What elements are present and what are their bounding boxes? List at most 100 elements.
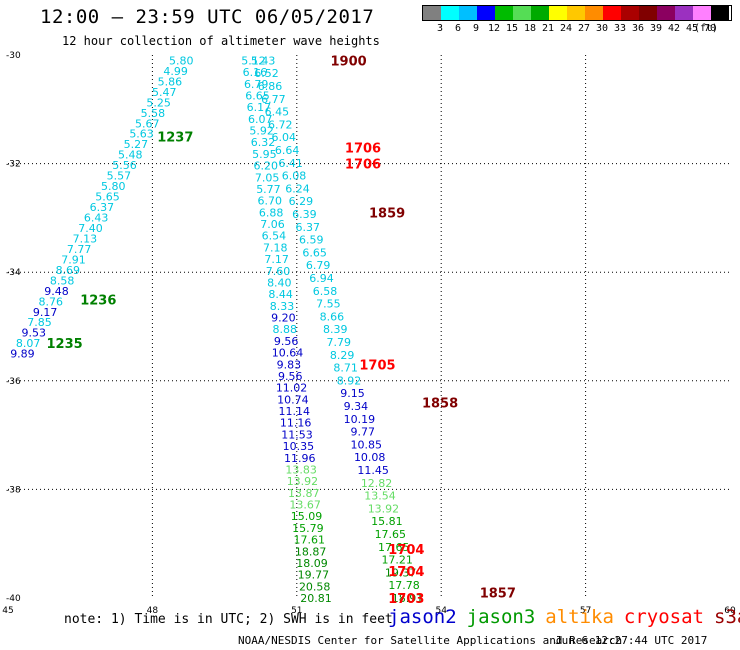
pass-time-label: 1706 (345, 141, 381, 156)
legend-label: 3 (436, 23, 444, 34)
swh-value: 9.17 (33, 306, 58, 319)
swh-value: 5.43 (251, 54, 276, 67)
lat-tick-label: -32 (6, 160, 21, 170)
swh-value: 8.44 (268, 288, 293, 301)
legend-swatch (531, 6, 549, 20)
generated-timestamp: Jun 6 12:27:44 UTC 2017 (555, 634, 708, 647)
swh-value: 9.77 (351, 426, 376, 439)
swh-value: 20.58 (299, 580, 331, 593)
swh-value: 10.08 (354, 451, 386, 464)
pass-time-label: 1704 (388, 565, 424, 580)
legend-swatch (585, 6, 603, 20)
swh-value: 15.79 (292, 522, 324, 535)
swh-value: 9.53 (22, 327, 47, 340)
swh-value: 5.58 (141, 107, 166, 120)
swh-value: 9.34 (344, 400, 369, 413)
swh-value: 7.18 (263, 241, 288, 254)
legend-label: 70 (703, 23, 717, 34)
swh-value: 5.80 (101, 180, 126, 193)
swh-value: 6.70 (258, 195, 283, 208)
legend-swatch (657, 6, 675, 20)
swh-value: 8.40 (267, 276, 292, 289)
lon-tick-label: 48 (147, 606, 159, 616)
swh-value: 6.45 (265, 106, 290, 119)
swh-value: 9.20 (271, 312, 296, 325)
legend-swatch (675, 6, 693, 20)
legend-label: 45 (685, 23, 699, 34)
pass-time-label: 1706 (345, 158, 381, 173)
legend-label: 15 (505, 23, 519, 34)
legend-label: 18 (523, 23, 537, 34)
swh-value: 10.85 (350, 438, 382, 451)
lat-tick-label: -40 (6, 594, 21, 604)
swh-value: 6.39 (292, 208, 317, 221)
swh-value: 6.07 (248, 113, 273, 126)
swh-value: 8.69 (56, 264, 81, 277)
swh-value: 9.56 (274, 335, 299, 348)
swh-value: 5.65 (95, 191, 120, 204)
swh-value: 8.33 (270, 300, 295, 313)
pass-time-label: 1859 (369, 206, 405, 221)
footer-note: note: 1) Time is in UTC; 2) SWH is in fe… (64, 612, 393, 627)
pass-time-label: 1703 (388, 592, 424, 607)
legend-label: 39 (649, 23, 663, 34)
pass-time-label: 1858 (422, 397, 458, 412)
swh-value: 9.89 (10, 348, 35, 361)
swh-value: 6.08 (282, 170, 307, 183)
swh-value: 6.79 (244, 78, 269, 91)
swh-value: 17.21 (381, 554, 413, 567)
swh-value: 8.07 (16, 337, 41, 350)
pass-time-label: 1705 (359, 359, 395, 374)
swh-value: 7.55 (316, 298, 341, 311)
swh-value: 5.86 (158, 75, 183, 88)
swh-value: 10.35 (283, 440, 315, 453)
swh-value: 18.87 (295, 545, 327, 558)
swh-value: 7.79 (326, 336, 351, 349)
swh-value: 5.95 (252, 148, 277, 161)
swh-value: 19.77 (298, 569, 330, 582)
swh-value: 5.27 (124, 138, 149, 151)
swh-value: 7.77 (67, 243, 92, 256)
lat-tick-label: -38 (6, 485, 21, 495)
swh-value: 11.14 (279, 405, 311, 418)
swh-value: 7.06 (260, 218, 285, 231)
swh-value: 15.81 (371, 515, 403, 528)
swh-value: 8.92 (337, 374, 362, 387)
swh-value: 6.43 (84, 212, 109, 225)
legend-swatch (513, 6, 531, 20)
swh-value: 5.56 (112, 159, 137, 172)
lon-tick-label: 54 (435, 606, 447, 616)
pass-time-label: 1236 (80, 293, 116, 308)
swh-value: 6.20 (253, 160, 278, 173)
swh-value: 6.86 (258, 80, 283, 93)
swh-value: 17.65 (375, 528, 407, 541)
swh-value: 6.16 (243, 66, 268, 79)
swh-value: 6.17 (247, 101, 272, 114)
swh-value: 15.09 (291, 510, 323, 523)
legend-label: 6 (454, 23, 462, 34)
satellite-tracks: 5.804.995.865.475.255.585.675.635.275.48… (10, 54, 423, 605)
legend-labels: (ft) 3 6 9 12 15 18 21 24 27 30 33 36 39 42 45 70 (422, 21, 732, 35)
swh-value: 5.77 (256, 183, 281, 196)
axis-ticks: 45 48 51 54 57 60 -30 -32 -34 -36 -38 -40 (2, 51, 736, 616)
swh-value: 20.81 (300, 592, 332, 605)
swh-value: 18.91 (392, 592, 424, 605)
page-subtitle: 12 hour collection of altimeter wave hei… (62, 34, 380, 48)
swh-value: 6.65 (245, 89, 270, 102)
swh-value: 6.24 (285, 182, 310, 195)
swh-value: 6.72 (268, 118, 293, 131)
swh-value: 10.64 (272, 347, 304, 360)
swh-value: 12.82 (361, 477, 393, 490)
swh-value: 5.63 (129, 128, 154, 141)
lon-tick-label: 51 (291, 606, 302, 616)
legend-swatch (441, 6, 459, 20)
swh-value: 8.76 (39, 295, 64, 308)
swh-value: 8.66 (320, 310, 345, 323)
lon-tick-label: 45 (2, 606, 13, 616)
satellite-legend-altika: altika (545, 606, 614, 628)
swh-value: 6.59 (299, 234, 324, 247)
legend-swatch (621, 6, 639, 20)
swh-value: 7.85 (27, 316, 52, 329)
swh-value: 11.16 (280, 417, 312, 430)
